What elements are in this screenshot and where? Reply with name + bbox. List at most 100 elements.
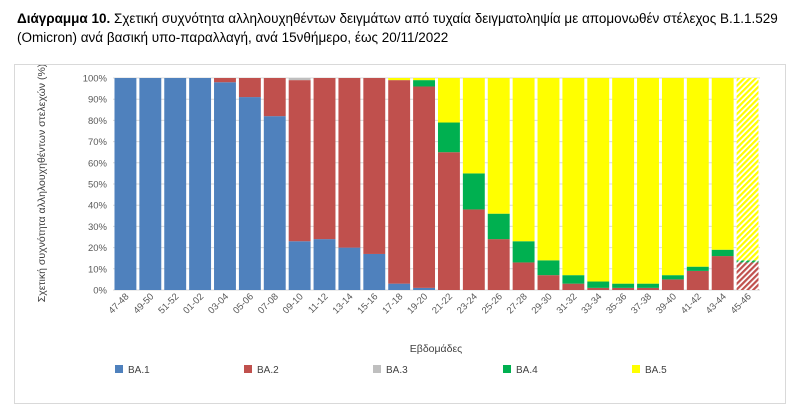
x-tick-label: 37-38 xyxy=(629,291,654,316)
bar-segment-ba2 xyxy=(637,287,659,290)
stacked-bar-chart: 0%10%20%30%40%50%60%70%80%90%100% 47-48 4… xyxy=(36,65,760,376)
x-tick-label: 01-02 xyxy=(181,291,206,316)
bar-segment-ba1 xyxy=(139,78,162,290)
x-tick-label: 49-50 xyxy=(131,291,156,316)
caption-text: Σχετική συχνότητα αλληλουχηθέντων δειγμά… xyxy=(17,11,778,45)
x-tick-label: 43-44 xyxy=(704,291,729,316)
x-tick-label: 39-40 xyxy=(654,291,679,316)
x-tick-label: 27-28 xyxy=(505,291,530,316)
bar-segment-ba5 xyxy=(413,78,436,81)
x-tick-label: 09-10 xyxy=(281,291,306,316)
bar-segment-ba4 xyxy=(437,122,460,153)
legend: BA.1 BA.2 BA.3 BA.4 BA.5 xyxy=(115,365,667,376)
x-tick-label: 15-16 xyxy=(355,291,380,316)
legend-label: BA.1 xyxy=(128,365,150,376)
bar-segment-ba5 xyxy=(562,78,585,276)
bar-segment-ba5 xyxy=(388,78,411,81)
bar-segment-ba5 xyxy=(487,78,510,214)
bar-segment-ba4 xyxy=(562,275,585,284)
bar-segment-ba2 xyxy=(736,262,759,290)
bars xyxy=(114,78,759,291)
bar-segment-ba2 xyxy=(711,256,734,290)
x-tick-label: 35-36 xyxy=(604,291,629,316)
bar-segment-ba2 xyxy=(338,78,361,248)
bar-segment-ba5 xyxy=(612,78,635,284)
bar-segment-ba3 xyxy=(288,78,311,81)
bar-segment-ba2 xyxy=(612,287,635,290)
bar-segment-ba4 xyxy=(661,275,684,280)
x-tick-label: 17-18 xyxy=(380,291,405,316)
bar-segment-ba4 xyxy=(537,260,560,276)
x-tick-label: 03-04 xyxy=(206,291,231,316)
x-tick-label: 31-32 xyxy=(555,291,580,316)
bar-segment-ba1 xyxy=(363,253,386,290)
bar-segment-ba5 xyxy=(512,78,535,242)
bar-segment-ba2 xyxy=(512,262,535,290)
bar-segment-ba5 xyxy=(736,78,759,261)
x-tick-label: 23-24 xyxy=(455,291,480,316)
bar-segment-ba4 xyxy=(413,80,436,87)
x-tick-label: 51-52 xyxy=(156,291,181,316)
x-tick-label: 41-42 xyxy=(679,291,704,316)
bar-segment-ba2 xyxy=(363,78,386,254)
bar-segment-ba5 xyxy=(686,78,709,267)
bar-segment-ba1 xyxy=(214,82,236,291)
bar-segment-ba1 xyxy=(114,78,137,290)
y-tick-label: 60% xyxy=(88,158,108,169)
bar-segment-ba5 xyxy=(537,78,560,261)
bar-segment-ba2 xyxy=(313,78,336,240)
bar-segment-ba2 xyxy=(288,80,311,242)
bar-segment-ba1 xyxy=(238,97,261,290)
y-tick-label: 0% xyxy=(93,286,107,297)
bar-segment-ba5 xyxy=(661,78,684,276)
x-tick-label: 07-08 xyxy=(256,291,281,316)
bar-segment-ba4 xyxy=(686,266,709,271)
bar-segment-ba2 xyxy=(686,270,709,290)
bar-segment-ba2 xyxy=(661,279,684,290)
y-axis-title: Σχετική συχνότητα αλληλουχηθέντων στελεχ… xyxy=(36,65,48,302)
legend-swatch xyxy=(115,365,123,373)
bar-segment-ba5 xyxy=(437,78,460,123)
bar-segment-ba4 xyxy=(462,173,485,210)
y-tick-label: 30% xyxy=(88,222,108,233)
legend-swatch xyxy=(244,365,252,373)
bar-segment-ba2 xyxy=(437,152,460,290)
x-axis-title: Εβδομάδες xyxy=(410,343,462,355)
bar-segment-ba1 xyxy=(338,247,361,290)
legend-label: BA.5 xyxy=(645,365,667,376)
x-axis-ticks: 47-48 49-50 51-52 01-02 03-04 05-06 07-08 09-10… xyxy=(107,291,754,316)
legend-swatch xyxy=(373,365,381,373)
bar-segment-ba1 xyxy=(313,239,336,290)
bar-segment-ba5 xyxy=(637,78,659,284)
bar-segment-ba1 xyxy=(388,283,411,290)
bar-segment-ba1 xyxy=(189,78,212,290)
y-tick-label: 100% xyxy=(83,74,108,85)
x-tick-label: 33-34 xyxy=(579,291,604,316)
bar-segment-ba1 xyxy=(164,78,187,290)
bar-segment-ba2 xyxy=(413,86,436,288)
bar-segment-ba2 xyxy=(487,239,510,290)
bar-segment-ba2 xyxy=(562,283,585,290)
bar-segment-ba4 xyxy=(711,249,734,257)
y-tick-label: 80% xyxy=(88,116,108,127)
bar-segment-ba4 xyxy=(736,260,759,263)
bar-segment-ba2 xyxy=(388,80,411,284)
legend-label: BA.4 xyxy=(516,365,538,376)
y-axis-ticks: 0% 10% 20% 30% 40% 50% 60% 70% 80% 90% 100% xyxy=(83,74,108,297)
y-tick-label: 40% xyxy=(88,201,108,212)
y-tick-label: 20% xyxy=(88,243,108,254)
bar-segment-ba2 xyxy=(238,78,261,98)
bar-segment-ba5 xyxy=(711,78,734,250)
bar-segment-ba2 xyxy=(537,275,560,290)
y-tick-label: 10% xyxy=(88,264,108,275)
bar-segment-ba4 xyxy=(512,241,535,263)
x-tick-label: 45-46 xyxy=(729,291,754,316)
bar-segment-ba2 xyxy=(263,78,286,117)
x-tick-label: 21-22 xyxy=(430,291,455,316)
bar-segment-ba1 xyxy=(413,287,436,290)
x-tick-label: 13-14 xyxy=(331,291,356,316)
x-tick-label: 05-06 xyxy=(231,291,256,316)
legend-label: BA.2 xyxy=(257,365,279,376)
bar-segment-ba1 xyxy=(288,241,311,290)
x-tick-label: 25-26 xyxy=(480,291,505,316)
